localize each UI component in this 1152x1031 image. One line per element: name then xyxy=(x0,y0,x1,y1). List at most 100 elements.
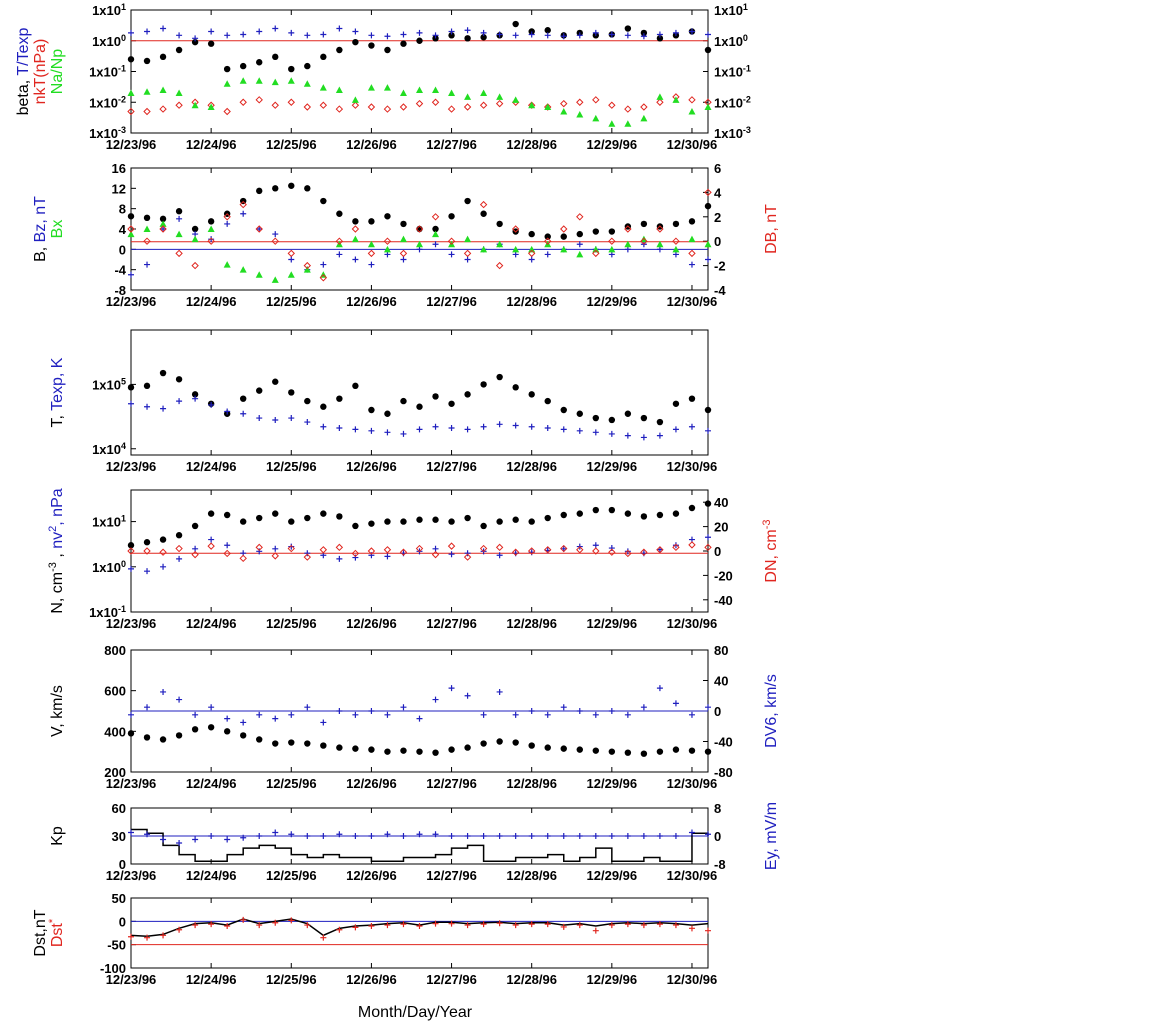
data-point xyxy=(480,833,487,839)
data-point xyxy=(560,545,567,552)
data-point xyxy=(704,543,712,552)
data-point xyxy=(688,925,695,932)
data-point xyxy=(175,46,183,54)
data-point xyxy=(560,745,567,752)
data-point xyxy=(191,550,199,559)
data-point xyxy=(431,98,440,106)
data-point xyxy=(560,108,568,115)
data-point xyxy=(448,425,455,432)
data-point xyxy=(448,89,456,96)
x-tick-label: 12/26/96 xyxy=(346,294,397,309)
data-point xyxy=(624,240,632,248)
data-point xyxy=(688,218,696,225)
data-point xyxy=(159,105,167,113)
data-point xyxy=(239,554,247,563)
data-point xyxy=(384,213,391,220)
axis-label: nkT(nPa) xyxy=(32,39,49,105)
data-point xyxy=(367,249,376,258)
data-point xyxy=(399,89,407,96)
x-tick-label: 12/27/96 xyxy=(426,972,477,987)
data-point xyxy=(288,256,295,263)
data-point xyxy=(672,542,679,549)
axis-label: V, km/s xyxy=(49,685,66,737)
data-point xyxy=(416,246,423,253)
data-point xyxy=(704,188,712,197)
y-tick-label: 0 xyxy=(119,242,126,257)
data-point xyxy=(432,696,439,703)
panel-p6: 12/23/96 12/24/96 12/25/96 12/26/96 12/27/96… xyxy=(49,801,780,883)
data-point xyxy=(640,33,647,40)
data-point xyxy=(352,924,359,931)
data-point xyxy=(175,732,183,739)
data-point xyxy=(384,33,391,40)
data-point xyxy=(272,715,279,722)
data-point xyxy=(528,921,535,928)
x-tick-label: 12/25/96 xyxy=(266,616,317,631)
data-point xyxy=(127,542,135,549)
data-point xyxy=(576,922,583,929)
data-point xyxy=(288,29,295,36)
data-point xyxy=(448,746,455,753)
data-point xyxy=(256,711,263,718)
data-point xyxy=(704,500,712,507)
data-point xyxy=(480,210,487,217)
x-tick-label: 12/25/96 xyxy=(266,294,317,309)
data-point xyxy=(560,544,568,553)
data-point xyxy=(143,382,151,390)
data-point xyxy=(368,552,375,559)
data-point xyxy=(528,31,535,38)
data-point xyxy=(352,38,359,46)
data-point xyxy=(608,416,616,424)
data-point xyxy=(256,514,263,522)
data-point xyxy=(576,746,583,753)
x-tick-label: 12/23/96 xyxy=(106,459,157,474)
data-point xyxy=(592,228,600,235)
data-point xyxy=(688,249,696,258)
data-point xyxy=(351,96,359,103)
data-point xyxy=(464,744,471,751)
data-point xyxy=(448,920,455,927)
plot-frame xyxy=(130,9,709,134)
data-point xyxy=(368,261,375,268)
data-point xyxy=(640,750,648,757)
data-point xyxy=(159,736,167,743)
data-point xyxy=(223,80,231,87)
data-point xyxy=(336,744,343,751)
x-tick-label: 12/29/96 xyxy=(587,616,638,631)
x-tick-label: 12/23/96 xyxy=(106,294,157,309)
data-point xyxy=(256,922,263,929)
y-tick-label: 60 xyxy=(112,801,126,816)
data-point xyxy=(272,545,279,552)
data-point xyxy=(256,415,263,422)
data-point xyxy=(656,921,663,928)
data-point xyxy=(608,31,615,38)
data-point xyxy=(480,245,488,253)
data-point xyxy=(512,384,519,391)
data-point xyxy=(352,554,359,561)
data-point xyxy=(288,711,295,718)
y-tick-label: 1x10-3 xyxy=(89,125,126,141)
data-point xyxy=(544,711,551,718)
data-point xyxy=(640,434,647,441)
data-point xyxy=(400,31,407,38)
data-point xyxy=(191,261,199,270)
data-point xyxy=(287,271,295,278)
data-point xyxy=(528,742,535,749)
x-tick-label: 12/26/96 xyxy=(346,776,397,791)
data-point xyxy=(128,271,134,278)
data-point xyxy=(463,103,472,111)
data-point xyxy=(272,25,279,32)
x-tick-label: 12/30/96 xyxy=(667,137,718,152)
data-point xyxy=(400,518,407,525)
data-point xyxy=(480,522,487,530)
data-point xyxy=(464,550,471,557)
x-tick-label: 12/30/96 xyxy=(667,776,718,791)
data-point xyxy=(207,237,215,245)
data-point xyxy=(384,429,391,436)
data-point xyxy=(576,98,584,106)
data-point xyxy=(480,34,487,41)
data-point xyxy=(256,548,263,555)
data-point xyxy=(624,548,631,555)
data-point xyxy=(367,240,375,248)
y-tick-label-right: -40 xyxy=(714,735,733,750)
